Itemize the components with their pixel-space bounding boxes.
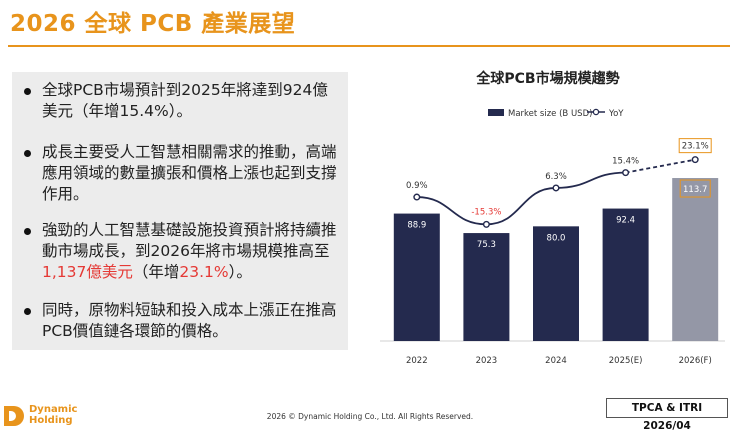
legend-line-label: YoY xyxy=(608,109,624,119)
bar-2026(F) xyxy=(672,178,719,341)
bullet-dot-icon xyxy=(24,308,31,315)
bar-value-label: 75.3 xyxy=(477,240,496,250)
bullet-dot-icon xyxy=(24,228,31,235)
bar-2025(E) xyxy=(602,208,649,341)
yoy-value-label: 0.9% xyxy=(406,181,428,191)
x-tick-label: 2024 xyxy=(545,356,567,366)
yoy-value-label: -15.3% xyxy=(471,207,501,217)
bullet-item: 成長主要受人工智慧相關需求的推動，高端應用領域的數量擴張和價格上漲也起到支撐作用… xyxy=(22,142,338,205)
page-title: 2026 全球 PCB 產業展望 xyxy=(10,11,296,37)
bar-2023 xyxy=(463,233,510,341)
bar-value-label: 92.4 xyxy=(616,216,635,226)
copyright-footer: 2026 © Dynamic Holding Co., Ltd. All Rig… xyxy=(266,412,474,421)
forecast-highlight-box xyxy=(679,179,711,198)
market-size-chart: Market size (B USD) YoY 88.9 75.3 80.0 92.4… xyxy=(380,108,725,366)
yoy-point xyxy=(622,169,630,177)
bullet-item: 同時，原物料短缺和投入成本上漲正在推高PCB價值鏈各環節的價格。 xyxy=(22,300,338,342)
company-logo: Dynamic Holding xyxy=(4,404,94,428)
bar-value-label: 88.9 xyxy=(407,221,426,231)
x-axis-ticks: 2022 2023 2024 2025(E) 2026(F) xyxy=(406,356,712,366)
bullet-dot-icon xyxy=(24,88,31,95)
highlight-text: 23.1% xyxy=(179,263,229,281)
yoy-point xyxy=(552,184,560,192)
key-points-panel: 全球PCB市場預計到2025年將達到924億美元（年增15.4%）。 成長主要受… xyxy=(12,72,348,350)
bullet-segment: 全球PCB市場預計到2025年將達到924億美元（年增15.4%）。 xyxy=(42,81,328,120)
title-divider xyxy=(8,45,730,47)
bullet-segment: ）。 xyxy=(228,263,252,281)
bullet-segment: （年增 xyxy=(132,263,180,281)
yoy-point xyxy=(413,193,421,201)
legend-bar-label: Market size (B USD) xyxy=(508,109,592,119)
bar-value-label: 113.7 xyxy=(683,185,707,195)
yoy-forecast-line xyxy=(625,158,696,174)
yoy-line xyxy=(416,171,626,226)
bar-2024 xyxy=(533,226,579,341)
source-label: TPCA & ITRI 2026/04 xyxy=(606,398,728,432)
x-tick-label: 2023 xyxy=(476,356,498,366)
yoy-value-label: 6.3% xyxy=(545,172,567,182)
bar-2022 xyxy=(393,213,440,341)
logo-text: Dynamic Holding xyxy=(29,404,77,426)
chart-legend: Market size (B USD) YoY xyxy=(488,108,624,119)
logo-line-2: Holding xyxy=(29,415,73,426)
bullet-dot-icon xyxy=(24,150,31,157)
bullet-item: 強勁的人工智慧基礎設施投資預計將持續推動市場成長，到2026年將市場規模推高至 1… xyxy=(22,220,338,283)
bullet-item: 全球PCB市場預計到2025年將達到924億美元（年增15.4%）。 xyxy=(22,80,338,122)
bar-series: 88.9 75.3 80.0 92.4 113.7 xyxy=(393,178,719,341)
logo-line-1: Dynamic xyxy=(29,404,78,415)
x-tick-label: 2022 xyxy=(406,356,428,366)
chart-title: 全球PCB市場規模趨勢 xyxy=(476,71,620,87)
yoy-series: 0.9% -15.3% 6.3% 15.4% 23.1% xyxy=(406,138,712,228)
logo-mark-icon xyxy=(4,406,24,426)
bullet-segment: 成長主要受人工智慧相關需求的推動，高端應用領域的數量擴張和價格上漲也起到支撐作用… xyxy=(42,143,337,203)
bullet-text: 強勁的人工智慧基礎設施投資預計將持續推動市場成長，到2026年將市場規模推高至 1… xyxy=(22,220,338,283)
bullet-segment: 強勁的人工智慧基礎設施投資預計將持續推動市場成長，到2026年將市場規模推高至 xyxy=(42,221,337,260)
legend-line-marker xyxy=(592,108,600,116)
x-tick-label: 2025(E) xyxy=(609,356,643,366)
highlight-text: 1,137億美元 xyxy=(42,263,133,281)
yoy-point xyxy=(482,220,490,228)
forecast-yoy-box xyxy=(678,138,712,154)
bullet-text: 全球PCB市場預計到2025年將達到924億美元（年增15.4%）。 xyxy=(22,80,338,122)
bullet-segment: 同時，原物料短缺和投入成本上漲正在推高PCB價值鏈各環節的價格。 xyxy=(42,301,337,340)
bullet-text: 同時，原物料短缺和投入成本上漲正在推高PCB價值鏈各環節的價格。 xyxy=(22,300,338,342)
yoy-point xyxy=(691,156,699,164)
bar-value-label: 80.0 xyxy=(547,233,566,243)
legend-bar-swatch xyxy=(488,109,504,116)
yoy-value-label: 15.4% xyxy=(612,157,639,167)
bullet-text: 成長主要受人工智慧相關需求的推動，高端應用領域的數量擴張和價格上漲也起到支撐作用… xyxy=(22,142,338,205)
yoy-value-label: 23.1% xyxy=(682,142,709,152)
x-tick-label: 2026(F) xyxy=(679,356,712,366)
